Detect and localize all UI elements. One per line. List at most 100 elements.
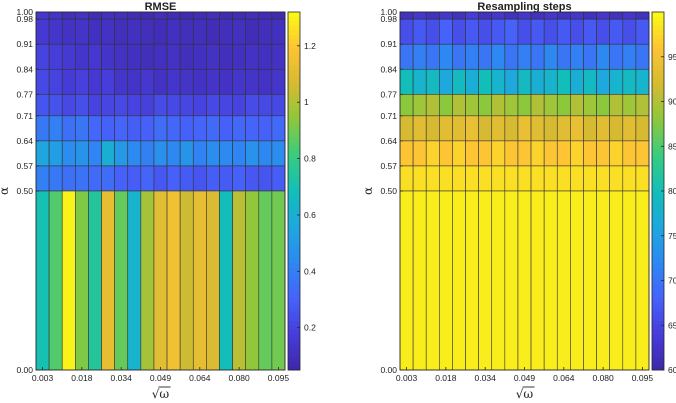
x-tick-label: 0.003 — [32, 373, 54, 383]
heatmap-cell — [140, 18, 155, 45]
colorbar-swatch — [288, 128, 300, 134]
heatmap-cell — [101, 68, 115, 95]
colorbar-swatch — [652, 168, 664, 174]
heatmap-cell — [635, 43, 650, 70]
heatmap-cell — [101, 11, 115, 20]
colorbar-swatch — [652, 123, 664, 129]
y-tick-label: 0.50 — [16, 186, 33, 196]
heatmap-cell — [101, 18, 115, 45]
colorbar-tick-label: 70 — [668, 276, 676, 286]
heatmap-cell — [609, 115, 624, 142]
heatmap-cell — [153, 140, 168, 167]
heatmap-cell — [114, 140, 129, 167]
colorbar-swatch — [288, 284, 300, 290]
heatmap-cell — [583, 190, 597, 371]
heatmap-cell — [127, 140, 142, 167]
colorbar-swatch — [288, 29, 300, 35]
colorbar-swatch — [288, 267, 300, 272]
colorbar-swatch — [288, 280, 300, 286]
y-axis-label: α — [0, 187, 11, 195]
heatmap-cell — [35, 165, 50, 192]
heatmap-cell — [412, 115, 427, 142]
colorbar-swatch — [288, 199, 300, 205]
heatmap-cell — [271, 68, 286, 95]
heatmap-cell — [271, 165, 286, 192]
colorbar-swatch — [288, 177, 300, 183]
heatmap-cell — [596, 18, 610, 45]
colorbar-swatch — [652, 83, 664, 89]
heatmap-cell — [425, 18, 440, 45]
heatmap-cell — [399, 68, 414, 95]
heatmap-cell — [48, 18, 63, 45]
heatmap-cell — [75, 115, 89, 142]
heatmap-cell — [517, 190, 532, 371]
heatmap-cell — [412, 165, 427, 192]
heatmap-cell — [206, 140, 220, 167]
heatmap-cell — [258, 115, 273, 142]
heatmap-cell — [570, 165, 584, 192]
colorbar-swatch — [288, 56, 300, 62]
heatmap-cell — [570, 43, 584, 70]
colorbar-swatch — [652, 65, 664, 71]
heatmap-cell — [452, 68, 466, 95]
heatmap-cell — [609, 11, 624, 20]
heatmap-cell — [543, 68, 558, 95]
heatmap-cell — [232, 43, 246, 70]
heatmap-cell — [35, 94, 50, 117]
heatmap-cell — [140, 11, 155, 20]
heatmap-cell — [439, 165, 453, 192]
heatmap-cell — [556, 11, 571, 20]
heatmap-cell — [504, 68, 519, 95]
heatmap-cell — [609, 94, 624, 117]
heatmap-cell — [491, 68, 506, 95]
colorbar-swatch — [652, 20, 664, 26]
heatmap-cell — [166, 140, 181, 167]
heatmap-cell — [219, 43, 233, 70]
heatmap-cell — [75, 140, 89, 167]
colorbar-swatch — [288, 329, 300, 335]
colorbar-swatch — [288, 293, 300, 299]
heatmap-cell — [101, 140, 115, 167]
heatmap-cell — [491, 43, 506, 70]
heatmap-panel-2: Resampling steps 0.00 0.50 0.57 0.64 0.71 0.77… — [361, 1, 676, 401]
heatmap-cell — [114, 190, 129, 371]
heatmap-cell — [206, 190, 220, 371]
colorbar-swatch — [652, 311, 664, 317]
heatmap-cell — [219, 140, 233, 167]
heatmap-cell — [75, 43, 89, 70]
colorbar-swatch — [652, 325, 664, 331]
colorbar-swatch — [288, 43, 300, 49]
heatmap-cell — [609, 190, 624, 371]
colorbar-swatch — [652, 137, 664, 143]
heatmap-cell — [153, 190, 168, 371]
y-tick-label: 0.91 — [16, 39, 33, 49]
heatmap-cell — [192, 190, 207, 371]
heatmap-cell — [491, 115, 506, 142]
heatmap-cell — [245, 94, 260, 117]
heatmap-cell — [61, 68, 76, 95]
y-tick-label: 0.98 — [16, 14, 33, 24]
heatmap-cell — [452, 94, 466, 117]
heatmap-cell — [452, 140, 466, 167]
heatmap-cell — [48, 11, 63, 20]
heatmap-cell — [48, 94, 63, 117]
colorbar-swatch — [652, 43, 664, 49]
heatmap-cell — [153, 43, 168, 70]
colorbar-swatch — [652, 38, 664, 44]
heatmap-cell — [596, 165, 610, 192]
heatmap-cell — [583, 11, 597, 20]
heatmap-cell — [35, 115, 50, 142]
heatmap-cell — [491, 94, 506, 117]
heatmap-cell — [399, 94, 414, 117]
heatmap-cell — [583, 140, 597, 167]
colorbar-swatch — [288, 352, 300, 357]
colorbar-swatch — [288, 119, 300, 125]
heatmap-cell — [232, 140, 246, 167]
colorbar-swatch — [288, 311, 300, 317]
colorbar-swatch — [652, 132, 664, 138]
colorbar-swatch — [652, 289, 664, 295]
heatmap-panel-1: RMSE 0.00 0.50 0.57 0.64 0.71 0.77 0.84 0.91 0.98… — [0, 1, 316, 401]
heatmap-cell — [166, 94, 181, 117]
heatmap-cell — [425, 190, 440, 371]
heatmap-cell — [596, 190, 610, 371]
